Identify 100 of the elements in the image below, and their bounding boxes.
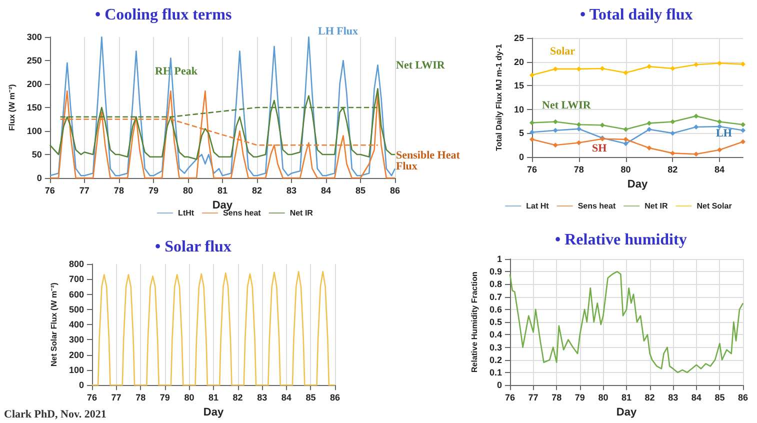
x-tick-label: 80 — [184, 392, 194, 403]
y-tick-label: 0 — [496, 380, 502, 390]
x-tick-label: 85 — [714, 392, 725, 403]
y-tick-label: 25 — [514, 33, 524, 43]
point — [530, 120, 534, 126]
y-tick-label: 200 — [68, 350, 84, 360]
x-tick-label: 84 — [320, 186, 331, 196]
y-axis-title: Flux (W m⁻²) — [8, 84, 16, 131]
point — [670, 150, 676, 156]
x-tick-label: 79 — [148, 186, 158, 196]
x-tick-label: 81 — [621, 392, 632, 403]
x-tick-label: 83 — [668, 392, 678, 403]
chart-title: • Cooling flux terms — [95, 6, 232, 24]
point — [552, 66, 558, 72]
x-tick-label: 86 — [738, 392, 748, 403]
point — [576, 122, 582, 128]
legend-label: Lat Ht — [526, 202, 550, 210]
y-tick-label: 0.5 — [489, 317, 502, 328]
x-tick-label: 77 — [79, 186, 90, 196]
y-tick-label: 5 — [518, 128, 524, 138]
y-axis-title: Net Solar Flux (W m⁻²) — [50, 282, 59, 366]
y-tick-label: 700 — [68, 274, 84, 284]
y-tick-label: 0.2 — [489, 354, 502, 365]
x-tick-label: 86 — [330, 392, 340, 403]
x-tick-label: 78 — [114, 186, 124, 196]
text: Net LWIR — [396, 60, 446, 72]
x-tick-label: 82 — [232, 392, 243, 403]
x-tick-label: 76 — [44, 186, 55, 196]
y-tick-label: 0.9 — [489, 266, 502, 277]
annotation: Net LWIR — [542, 100, 592, 112]
x-tick-label: 76 — [504, 392, 516, 403]
x-tick-label: 77 — [528, 392, 538, 403]
y-tick-label: 500 — [68, 304, 84, 314]
y-tick-label: 20 — [514, 56, 524, 67]
x-tick-label: 79 — [574, 392, 585, 403]
x-tick-label: 82 — [668, 164, 678, 174]
x-tick-label: 85 — [306, 392, 316, 403]
point — [530, 130, 534, 135]
x-tick-label: 81 — [208, 392, 219, 403]
y-tick-label: 0.4 — [489, 330, 502, 340]
point — [740, 139, 746, 144]
x-axis-title: Day — [203, 406, 224, 418]
point — [740, 62, 746, 67]
y-tick-label: 100 — [68, 364, 84, 375]
x-axis-title: Day — [616, 406, 638, 418]
y-tick-label: 800 — [68, 259, 84, 269]
x-tick-label: 83 — [286, 186, 296, 196]
y-tick-label: 600 — [68, 289, 84, 300]
chart-title: • Total daily flux — [580, 6, 693, 24]
y-tick-label: 0.1 — [489, 367, 502, 378]
x-axis-title: Day — [212, 199, 234, 212]
text: Sensible Heat Flux — [396, 150, 463, 172]
line-series — [49, 36, 396, 176]
y-tick-label: 0 — [78, 380, 84, 390]
point — [530, 136, 534, 142]
point — [623, 136, 628, 142]
x-tick-label: 86 — [390, 186, 400, 196]
y-tick-label: 0.6 — [489, 304, 502, 314]
x-tick-label: 78 — [136, 392, 146, 403]
annotation: Solar — [550, 46, 576, 58]
point — [717, 124, 722, 130]
x-tick-label: 76 — [86, 392, 98, 403]
point — [646, 120, 652, 126]
y-tick-label: 0.3 — [489, 342, 502, 352]
y-tick-label: 150 — [26, 102, 42, 112]
x-tick-label: 85 — [355, 186, 366, 196]
y-tick-label: 400 — [68, 320, 84, 330]
x-tick-label: 80 — [598, 392, 608, 403]
x-axis-title: Day — [627, 178, 648, 190]
point — [740, 128, 746, 133]
annotation: SH — [592, 142, 608, 154]
y-tick-label: 0 — [518, 152, 524, 162]
x-tick-label: 80 — [620, 164, 631, 174]
x-tick-label: 78 — [552, 392, 562, 403]
y-tick-label: 200 — [26, 79, 42, 89]
point — [530, 72, 534, 78]
y-tick-label: 15 — [514, 80, 524, 91]
point — [600, 122, 605, 128]
legend-label: Net Solar — [696, 202, 732, 210]
point — [717, 147, 722, 152]
x-tick-label: 82 — [644, 392, 655, 403]
y-tick-label: 300 — [68, 334, 84, 345]
line-series — [49, 88, 396, 160]
x-tick-label: 80 — [182, 186, 193, 196]
annotation: LH — [716, 128, 732, 140]
line-series — [509, 270, 744, 374]
y-tick-label: 250 — [26, 56, 42, 66]
x-tick-label: 84 — [714, 164, 725, 174]
point — [552, 142, 558, 148]
point — [600, 66, 605, 71]
x-tick-label: 84 — [691, 392, 702, 403]
point — [717, 60, 722, 66]
y-tick-label: 300 — [26, 32, 42, 42]
x-tick-label: 76 — [526, 164, 538, 174]
x-tick-label: 84 — [281, 392, 292, 403]
y-tick-label: 50 — [32, 150, 42, 160]
x-tick-label: 83 — [257, 392, 268, 403]
point — [646, 145, 652, 150]
point — [552, 128, 558, 133]
point — [694, 152, 699, 157]
